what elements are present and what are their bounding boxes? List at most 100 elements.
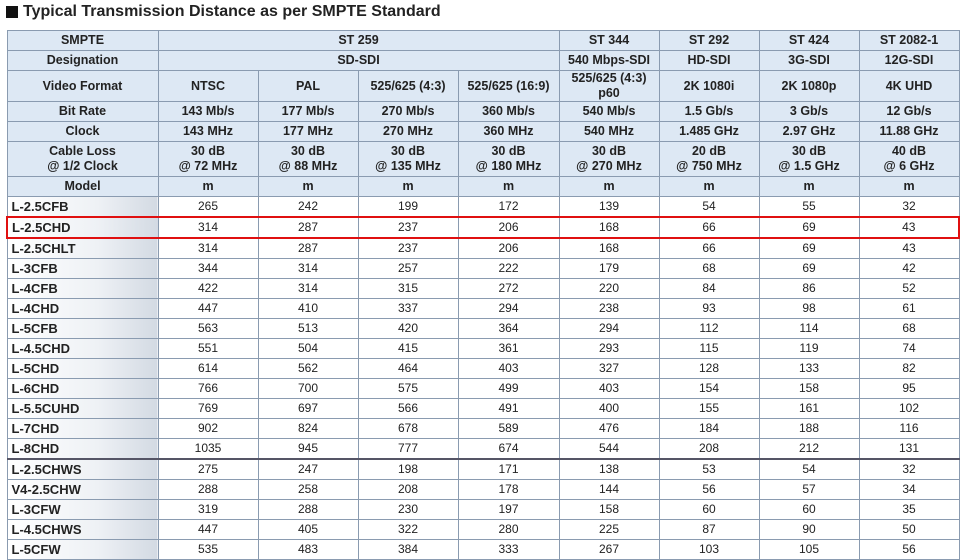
title-bar: Typical Transmission Distance as per SMP… <box>6 2 441 22</box>
header-cell: m <box>357 176 459 197</box>
header-cell: PAL <box>257 70 359 102</box>
header-cell: HD-SDI <box>658 50 760 71</box>
distance-cell: 272 <box>457 278 560 299</box>
header-cell: 1.5 Gb/s <box>658 101 760 122</box>
header-cell: 30 dB @ 180 MHz <box>457 141 560 177</box>
distance-cell: 265 <box>157 196 259 218</box>
distance-cell: 257 <box>357 258 459 279</box>
distance-cell: 116 <box>858 418 960 439</box>
distance-cell: 66 <box>658 237 760 259</box>
distance-cell: 184 <box>658 418 760 439</box>
header-row: SMPTE ST 259 ST 344 ST 292 ST 424 ST 2082-1 <box>6 30 960 51</box>
distance-cell: 114 <box>758 318 860 339</box>
distance-cell: 247 <box>257 458 359 480</box>
data-row: L-4CFB 422 314 315 272 220 84 86 52 <box>6 278 960 299</box>
distance-cell: 902 <box>157 418 259 439</box>
distance-cell: 327 <box>558 358 660 379</box>
distance-cell: 60 <box>658 499 760 520</box>
distance-cell: 420 <box>357 318 459 339</box>
distance-cell: 103 <box>658 539 760 560</box>
header-label: Cable Loss @ 1/2 Clock <box>6 141 159 177</box>
distance-cell: 700 <box>257 378 359 399</box>
distance-cell: 54 <box>758 458 860 480</box>
model-cell: L-3CFB <box>6 258 159 279</box>
table-header: SMPTE ST 259 ST 344 ST 292 ST 424 ST 2082-1 De… <box>6 30 960 197</box>
distance-cell: 314 <box>157 237 259 259</box>
distance-cell: 674 <box>457 438 560 460</box>
distance-table: SMPTE ST 259 ST 344 ST 292 ST 424 ST 2082-1 De… <box>6 30 960 560</box>
distance-cell: 563 <box>157 318 259 339</box>
distance-cell: 315 <box>357 278 459 299</box>
distance-cell: 766 <box>157 378 259 399</box>
distance-cell: 319 <box>157 499 259 520</box>
distance-cell: 98 <box>758 298 860 319</box>
distance-cell: 60 <box>758 499 860 520</box>
model-cell: L-3CFW <box>6 499 159 520</box>
distance-cell: 314 <box>257 278 359 299</box>
header-row: Designation SD-SDI 540 Mbps-SDI HD-SDI 3G-SD… <box>6 50 960 71</box>
header-cell: 270 MHz <box>357 121 459 142</box>
distance-cell: 504 <box>257 338 359 359</box>
distance-cell: 43 <box>858 237 960 259</box>
header-cell: 360 Mb/s <box>457 101 560 122</box>
header-cell: 540 Mb/s <box>558 101 660 122</box>
distance-cell: 614 <box>157 358 259 379</box>
distance-cell: 158 <box>558 499 660 520</box>
distance-cell: 403 <box>457 358 560 379</box>
distance-cell: 258 <box>257 479 359 500</box>
distance-cell: 499 <box>457 378 560 399</box>
distance-cell: 57 <box>758 479 860 500</box>
distance-cell: 197 <box>457 499 560 520</box>
data-row: L-4.5CHD 551 504 415 361 293 115 119 74 <box>6 338 960 359</box>
header-label: Bit Rate <box>6 101 159 122</box>
distance-cell: 144 <box>558 479 660 500</box>
distance-cell: 199 <box>357 196 459 218</box>
distance-cell: 566 <box>357 398 459 419</box>
header-cell: 40 dB @ 6 GHz <box>858 141 960 177</box>
distance-cell: 54 <box>658 196 760 218</box>
data-row: L-3CFB 344 314 257 222 179 68 69 42 <box>6 258 960 279</box>
table-body: L-2.5CFB 265 242 199 172 139 54 55 32 L-2.5CHD 314… <box>6 196 960 560</box>
model-cell: L-4.5CHD <box>6 338 159 359</box>
distance-cell: 93 <box>658 298 760 319</box>
header-cell: ST 344 <box>558 30 660 51</box>
distance-cell: 476 <box>558 418 660 439</box>
data-row: L-5CFB 563 513 420 364 294 112 114 68 <box>6 318 960 339</box>
distance-cell: 32 <box>858 196 960 218</box>
header-cell: 30 dB @ 72 MHz <box>157 141 259 177</box>
distance-cell: 287 <box>257 216 359 239</box>
distance-cell: 294 <box>457 298 560 319</box>
header-cell: 30 dB @ 270 MHz <box>558 141 660 177</box>
distance-cell: 66 <box>658 216 760 239</box>
distance-cell: 206 <box>457 216 560 239</box>
distance-cell: 42 <box>858 258 960 279</box>
distance-cell: 364 <box>457 318 560 339</box>
distance-cell: 242 <box>257 196 359 218</box>
model-cell: L-2.5CHD <box>6 216 159 239</box>
header-cell: m <box>157 176 259 197</box>
distance-cell: 337 <box>357 298 459 319</box>
distance-cell: 34 <box>858 479 960 500</box>
header-row: Model m m m m m m m m <box>6 176 960 197</box>
model-cell: L-8CHD <box>6 438 159 460</box>
distance-cell: 777 <box>357 438 459 460</box>
header-cell: 2K 1080p <box>758 70 860 102</box>
header-cell: m <box>558 176 660 197</box>
header-cell: ST 424 <box>758 30 860 51</box>
distance-cell: 384 <box>357 539 459 560</box>
header-cell: 143 Mb/s <box>157 101 259 122</box>
header-cell: 12 Gb/s <box>858 101 960 122</box>
distance-cell: 415 <box>357 338 459 359</box>
distance-cell: 293 <box>558 338 660 359</box>
header-cell: m <box>658 176 760 197</box>
distance-cell: 206 <box>457 237 560 259</box>
model-cell: L-2.5CFB <box>6 196 159 218</box>
model-cell: L-4CHD <box>6 298 159 319</box>
header-cell: 30 dB @ 88 MHz <box>257 141 359 177</box>
distance-cell: 945 <box>257 438 359 460</box>
header-cell: SD-SDI <box>157 50 560 71</box>
distance-cell: 105 <box>758 539 860 560</box>
header-cell: 2.97 GHz <box>758 121 860 142</box>
